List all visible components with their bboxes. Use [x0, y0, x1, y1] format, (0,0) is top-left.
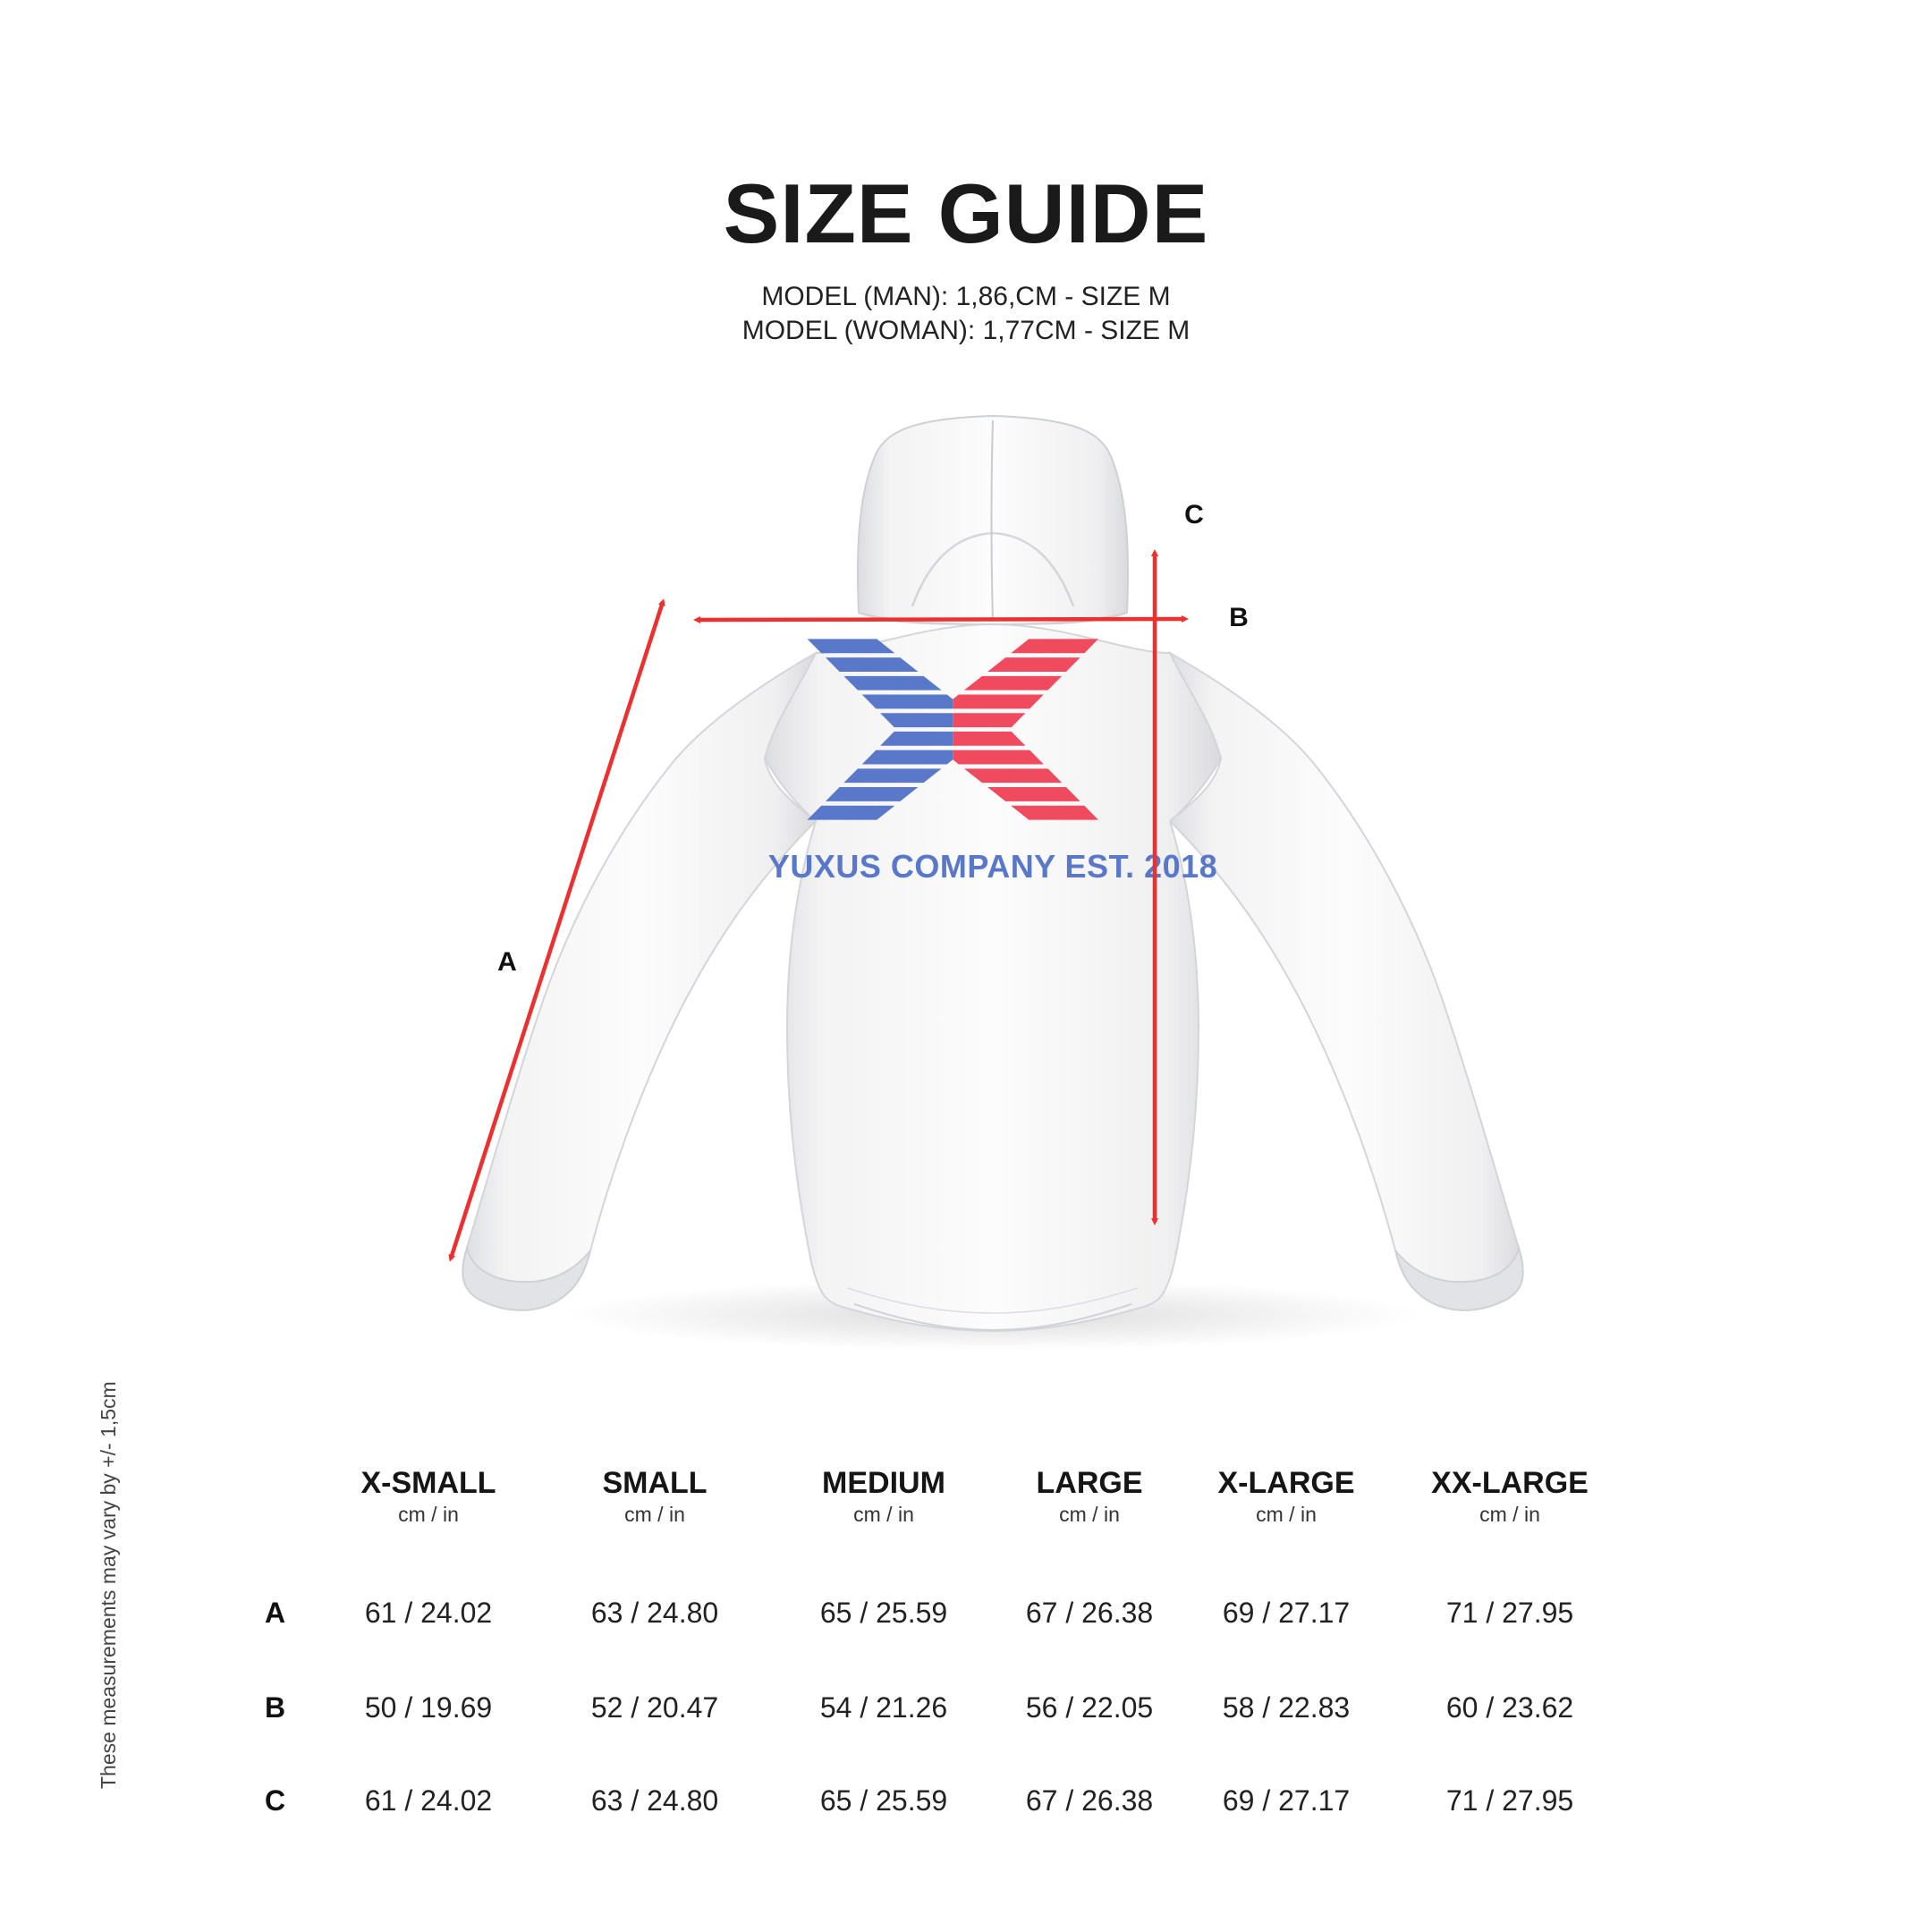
svg-text:B: B — [1229, 603, 1249, 632]
svg-text:C: C — [1184, 500, 1204, 530]
svg-text:A: A — [497, 947, 517, 977]
